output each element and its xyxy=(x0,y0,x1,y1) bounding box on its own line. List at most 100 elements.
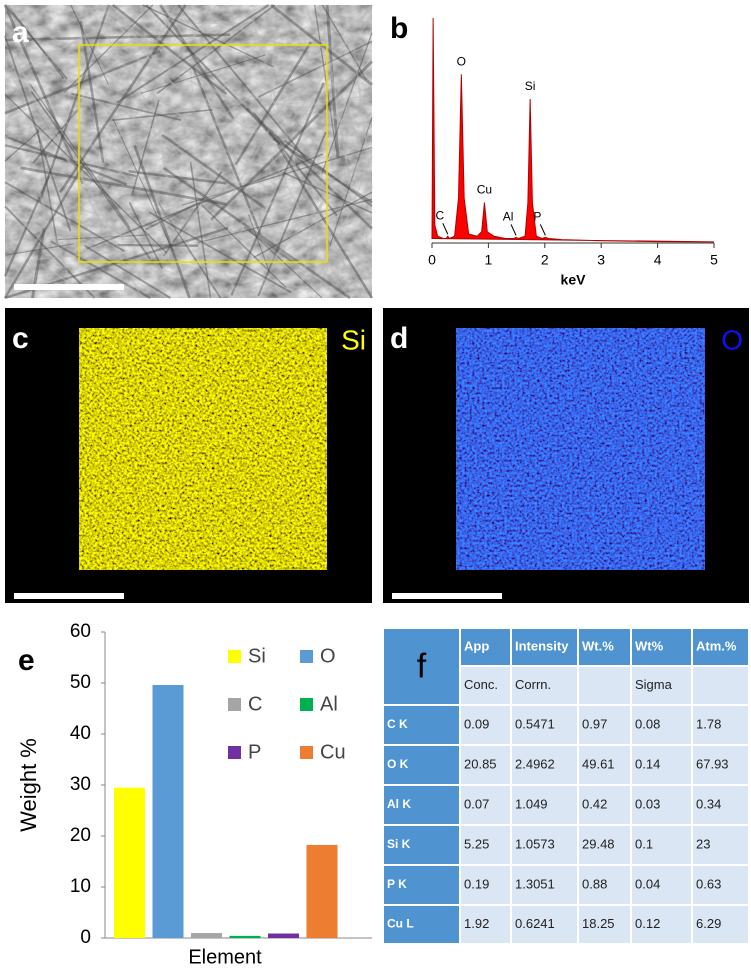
fiber xyxy=(103,79,209,191)
fiber xyxy=(4,93,168,254)
table-cell xyxy=(512,746,577,784)
fiber xyxy=(4,130,58,138)
table-value: 0.07 xyxy=(464,796,489,811)
fiber xyxy=(162,171,223,257)
fiber xyxy=(4,49,161,115)
fiber xyxy=(257,131,327,297)
fiber xyxy=(210,60,373,221)
table-value: 1.0573 xyxy=(515,836,555,851)
fiber xyxy=(36,128,59,247)
fiber xyxy=(84,244,171,299)
fiber xyxy=(12,164,137,294)
fiber xyxy=(4,130,40,162)
table-value: 0.88 xyxy=(582,876,607,891)
fiber xyxy=(249,95,373,129)
table-cell xyxy=(461,706,510,744)
fiber xyxy=(225,190,300,244)
fiber xyxy=(38,4,110,203)
fiber xyxy=(177,4,309,162)
fiber xyxy=(248,229,323,299)
fiber xyxy=(189,161,212,299)
panel-label: c xyxy=(12,322,29,355)
fiber xyxy=(142,4,274,68)
fiber xyxy=(128,170,227,185)
table-value: 0.5471 xyxy=(515,716,555,731)
table-cell xyxy=(384,706,459,744)
fiber xyxy=(245,107,373,230)
bar xyxy=(268,933,299,938)
table-cell xyxy=(461,826,510,864)
fiber xyxy=(97,4,194,106)
fiber xyxy=(25,249,129,262)
fiber xyxy=(258,40,373,98)
column-header: Wt.% xyxy=(582,638,614,653)
table-cell xyxy=(579,667,630,704)
fiber xyxy=(351,32,373,189)
row-header: Cu L xyxy=(387,917,414,931)
element-label: O xyxy=(721,324,743,355)
column-subheader: Corrn. xyxy=(515,677,551,692)
fiber xyxy=(239,248,373,294)
fiber xyxy=(86,83,228,186)
fiber xyxy=(276,143,374,299)
fiber xyxy=(139,4,172,202)
fiber xyxy=(4,194,104,236)
fiber xyxy=(145,4,281,145)
column-header: Wt% xyxy=(635,638,664,653)
table-value: 0.08 xyxy=(635,716,660,731)
fiber xyxy=(4,164,66,270)
scale-bar xyxy=(14,284,124,290)
fiber xyxy=(126,45,329,63)
x-axis-label: keV xyxy=(561,272,587,288)
fiber xyxy=(58,234,148,241)
table-cell xyxy=(512,706,577,744)
fiber xyxy=(321,4,367,80)
fiber xyxy=(248,214,271,273)
table-value: 0.42 xyxy=(582,796,607,811)
table-value: 49.61 xyxy=(582,756,615,771)
table-value: 29.48 xyxy=(582,836,615,851)
fiber xyxy=(303,4,362,147)
fiber xyxy=(140,54,266,95)
table-cell xyxy=(579,786,630,824)
table-value: 1.92 xyxy=(464,916,489,931)
fiber xyxy=(150,70,303,161)
fiber xyxy=(112,117,174,252)
table-cell xyxy=(461,746,510,784)
fiber xyxy=(161,133,267,210)
table-cell xyxy=(632,906,691,943)
fiber xyxy=(287,4,374,127)
fiber xyxy=(230,82,325,296)
element-label: Si xyxy=(341,324,366,355)
table-cell xyxy=(512,906,577,943)
fiber xyxy=(314,155,373,299)
legend-swatch xyxy=(300,650,313,663)
fiber xyxy=(58,4,187,194)
fiber xyxy=(4,41,114,233)
bar xyxy=(229,935,261,938)
fiber xyxy=(128,201,164,270)
y-tick-label: 60 xyxy=(70,621,91,642)
fiber xyxy=(158,203,222,299)
fiber xyxy=(234,41,312,166)
fiber xyxy=(109,4,218,150)
fiber xyxy=(325,4,340,158)
fiber xyxy=(116,4,270,104)
table-value: 0.19 xyxy=(464,876,489,891)
fiber xyxy=(192,67,262,235)
fiber xyxy=(117,243,199,247)
table-value: 0.09 xyxy=(464,716,489,731)
fiber xyxy=(270,146,374,262)
legend-swatch xyxy=(228,650,241,663)
fiber xyxy=(246,112,348,296)
table-value: 23 xyxy=(696,836,710,851)
table-cell xyxy=(384,786,459,824)
panel-label: b xyxy=(390,12,408,45)
bar xyxy=(152,684,184,938)
fiber xyxy=(4,4,103,57)
table-cell xyxy=(632,826,691,864)
x-tick-label: 2 xyxy=(541,252,549,268)
fiber xyxy=(4,136,46,199)
peak-label: O xyxy=(457,54,466,68)
fiber xyxy=(336,83,352,283)
